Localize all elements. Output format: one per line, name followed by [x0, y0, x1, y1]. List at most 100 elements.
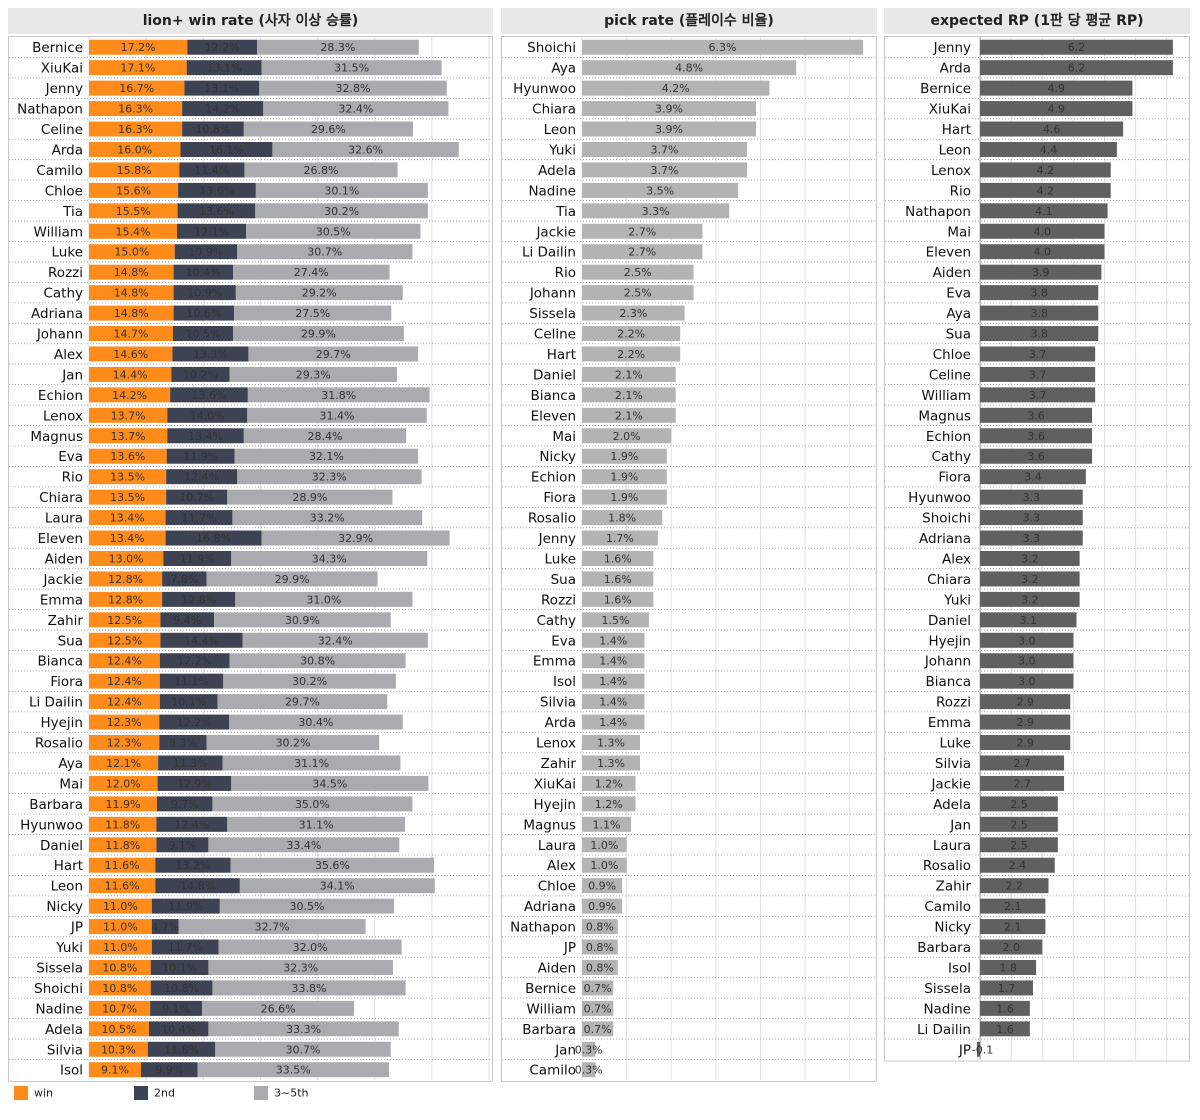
row-label: Shoichi [527, 40, 576, 56]
data-label: 1.6% [604, 593, 632, 606]
row-label: XiuKai [929, 102, 971, 118]
row-label: Hart [547, 347, 576, 363]
row-label: Sissela [924, 981, 971, 997]
bar-segment-2nd [173, 285, 236, 301]
data-label: 2.1% [615, 409, 643, 422]
bar-segment-35th [230, 857, 435, 873]
row-label: Fiora [938, 470, 971, 486]
data-label: 29.9% [301, 328, 336, 341]
row-label: Chloe [45, 183, 83, 199]
bar [980, 980, 1033, 996]
data-label: 2.4 [1009, 859, 1027, 872]
data-label: 9.7% [171, 798, 199, 811]
bar [582, 755, 640, 771]
row-label: Echion [38, 388, 83, 404]
bar-segment-win [89, 612, 161, 628]
bar [582, 898, 623, 914]
bar-segment-35th [197, 1062, 389, 1078]
bar [582, 326, 681, 342]
bar [582, 571, 654, 587]
bar [980, 305, 1099, 321]
data-label: 30.2% [276, 737, 311, 750]
row-label: Li Dailin [522, 245, 576, 261]
panel-title: lion+ win rate (사자 이상 승률) [8, 8, 493, 34]
bar [582, 1062, 596, 1078]
row-label: Leon [544, 122, 576, 138]
data-label: 14.6% [113, 348, 148, 361]
data-label: 3.7% [651, 143, 679, 156]
bar-segment-win [89, 632, 161, 648]
data-label: 9.1% [101, 1064, 129, 1077]
data-label: 10.4% [186, 266, 221, 279]
data-label: 2.5% [624, 287, 652, 300]
data-label: 3.7 [1029, 348, 1047, 361]
bar-segment-2nd [151, 898, 220, 914]
bar-segment-35th [206, 735, 380, 751]
data-label: 13.3% [193, 348, 228, 361]
bar-segment-win [89, 1000, 151, 1016]
data-label: 10.7% [179, 491, 214, 504]
bar [980, 735, 1071, 751]
data-label: 3.2 [1021, 573, 1039, 586]
bar-segment-win [89, 919, 152, 935]
bar [582, 387, 676, 403]
bar [980, 878, 1049, 894]
bar [980, 407, 1093, 423]
bar-segment-35th [234, 448, 419, 464]
row-label: Celine [534, 327, 576, 343]
bar-segment-2nd [184, 80, 260, 96]
row-label: Laura [933, 838, 971, 854]
data-label: 32.6% [348, 143, 383, 156]
bar [980, 223, 1105, 239]
row-label: Luke [545, 551, 576, 567]
data-label: 31.4% [320, 409, 355, 422]
row-label: Eva [551, 633, 576, 649]
data-label: 11.9% [183, 450, 218, 463]
row-label: Rozzi [48, 265, 83, 281]
data-label: 2.2% [617, 348, 645, 361]
bar [582, 939, 618, 955]
bar-segment-win [89, 162, 180, 178]
bar [980, 837, 1058, 853]
bar-segment-35th [261, 60, 442, 76]
data-label: 13.0% [109, 552, 144, 565]
row-label: Eva [58, 449, 83, 465]
data-label: 11.0% [103, 941, 138, 954]
data-label: 1.4% [599, 716, 627, 729]
row-label: Hart [942, 122, 971, 138]
row-label: Barbara [917, 940, 971, 956]
row-label: Adela [538, 163, 576, 179]
bar [980, 162, 1111, 178]
bar-segment-2nd [171, 366, 230, 382]
bar [980, 489, 1083, 505]
data-label: 32.8% [336, 82, 371, 95]
data-label: 4.0 [1034, 225, 1052, 238]
bar-segment-35th [246, 223, 421, 239]
bar [980, 653, 1074, 669]
row-label: Emma [533, 654, 576, 670]
data-label: 6.3% [709, 41, 737, 54]
row-label: Nadine [923, 1001, 971, 1017]
bar-segment-2nd [178, 182, 256, 198]
bar-segment-win [89, 326, 173, 342]
data-label: 16.7% [119, 82, 154, 95]
data-label: 11.6% [105, 859, 140, 872]
bar-segment-2nd [150, 959, 209, 975]
data-label: 1.9% [610, 471, 638, 484]
data-label: 11.4% [194, 164, 229, 177]
row-label: Bianca [37, 654, 83, 670]
data-label: 3.7 [1029, 389, 1047, 402]
data-label: 11.9% [180, 552, 215, 565]
row-label: Jackie [930, 776, 971, 792]
bar-segment-win [89, 898, 152, 914]
data-label: 3.3% [642, 205, 670, 218]
data-label: 13.7% [111, 430, 146, 443]
bar [980, 919, 1046, 935]
data-label: 6.2 [1068, 62, 1086, 75]
bar [582, 223, 703, 239]
data-label: 2.0 [1002, 941, 1020, 954]
data-label: 6.2 [1068, 41, 1086, 54]
data-label: 4.0 [1034, 246, 1052, 259]
bar [980, 632, 1074, 648]
row-label: Bernice [525, 981, 576, 997]
